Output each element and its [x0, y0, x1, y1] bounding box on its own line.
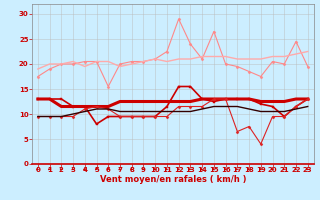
X-axis label: Vent moyen/en rafales ( km/h ): Vent moyen/en rafales ( km/h )	[100, 175, 246, 184]
